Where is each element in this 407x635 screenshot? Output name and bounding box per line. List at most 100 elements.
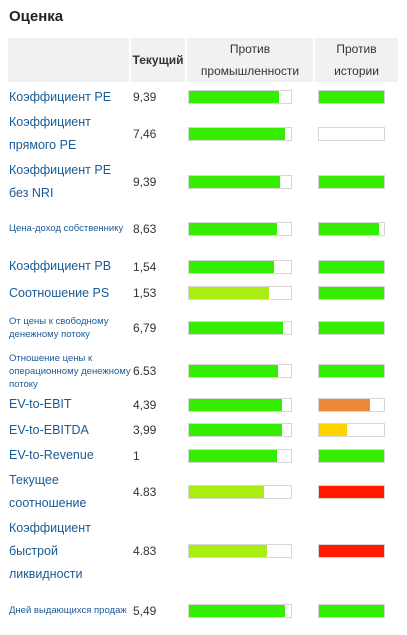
table-row: EV-to-EBITDA 3,99: [8, 417, 398, 443]
industry-bar: [189, 128, 285, 140]
metric-link[interactable]: Коэффициент быстрой ликвидности: [9, 520, 91, 581]
table-row: Коэффициент PE без NRI 9,39: [8, 158, 398, 205]
industry-bar: [189, 486, 265, 498]
current-value: 4.83: [133, 485, 157, 499]
metric-link[interactable]: Коэффициент PE без NRI: [9, 162, 112, 200]
history-bar-track: [318, 485, 385, 499]
industry-bar-track: [188, 222, 292, 236]
industry-bar: [189, 260, 274, 273]
history-bar: [319, 424, 347, 436]
table-row: Коэффициент прямого PE 7,46: [8, 110, 398, 158]
header-history: Против истории: [315, 38, 398, 82]
industry-bar-track: [188, 259, 292, 274]
history-bar-track: [318, 544, 385, 558]
industry-bar: [189, 175, 280, 188]
header-current: Текущий: [131, 38, 185, 82]
table-row: Соотношение PS 1,53: [8, 280, 398, 306]
history-bar: [319, 449, 384, 462]
metric-link[interactable]: Коэффициент PB: [9, 259, 112, 273]
history-bar-track: [318, 364, 385, 378]
table-row: Коэффициент PE 9,39: [8, 84, 398, 110]
current-value: 8,63: [133, 222, 157, 236]
metric-link[interactable]: EV-to-Revenue: [9, 448, 94, 462]
history-bar-track: [318, 423, 385, 437]
history-bar-track: [318, 222, 385, 236]
industry-bar-track: [188, 364, 292, 378]
current-value: 1: [133, 448, 140, 463]
table-row: Дней выдающихся продаж 5,49: [8, 586, 398, 635]
table-row: Отношение цены к операционному денежному…: [8, 350, 398, 392]
industry-bar: [189, 91, 279, 103]
metric-link[interactable]: Отношение цены к операционному денежному…: [9, 352, 131, 390]
history-bar: [319, 260, 384, 273]
history-bar: [319, 486, 384, 498]
history-bar: [319, 545, 384, 557]
history-bar: [319, 365, 384, 377]
history-bar: [319, 287, 384, 299]
history-bar-track: [318, 321, 385, 335]
table-row: Текущее соотношение 4.83: [8, 468, 398, 516]
current-value: 6.53: [133, 364, 157, 378]
industry-bar: [189, 424, 282, 436]
current-value: 1,54: [133, 259, 157, 274]
table-row: EV-to-EBIT 4,39: [8, 392, 398, 417]
table-row: Цена-доход собственнику 8,63: [8, 205, 398, 253]
industry-bar: [189, 398, 282, 411]
current-value: 6,79: [133, 321, 157, 335]
table-row: От цены к свободному денежному потоку 6,7…: [8, 306, 398, 350]
industry-bar-track: [188, 321, 292, 335]
metric-link[interactable]: EV-to-EBIT: [9, 397, 72, 411]
industry-bar-track: [188, 448, 292, 463]
current-value: 5,49: [133, 603, 157, 618]
history-bar: [319, 175, 384, 188]
history-bar: [319, 604, 384, 617]
current-value: 3,99: [133, 423, 157, 437]
industry-bar-track: [188, 544, 292, 558]
industry-bar-track: [188, 603, 292, 618]
metric-link[interactable]: От цены к свободному денежному потоку: [9, 316, 109, 340]
table-row: Коэффициент быстрой ликвидности 4.83: [8, 516, 398, 586]
industry-bar: [189, 287, 269, 299]
industry-bar: [189, 604, 285, 617]
industry-bar-track: [188, 397, 292, 412]
metric-link[interactable]: Цена-доход собственнику: [9, 223, 124, 234]
current-value: 4,39: [133, 397, 157, 412]
history-bar: [319, 322, 384, 334]
table-row: EV-to-Revenue 1: [8, 443, 398, 468]
industry-bar: [189, 322, 283, 334]
industry-bar: [189, 449, 277, 462]
industry-bar: [189, 365, 278, 377]
industry-bar: [189, 545, 267, 557]
industry-bar-track: [188, 174, 292, 189]
metric-link[interactable]: Коэффициент прямого PE: [9, 115, 91, 152]
history-bar-track: [318, 174, 385, 189]
header-industry: Против промышленности: [187, 38, 313, 82]
history-bar-track: [318, 448, 385, 463]
history-bar-track: [318, 259, 385, 274]
header-cell: [8, 38, 129, 82]
current-value: 9,39: [133, 174, 157, 189]
industry-bar-track: [188, 485, 292, 499]
history-bar-track: [318, 127, 385, 141]
current-value: 4.83: [133, 544, 157, 558]
history-bar-track: [318, 90, 385, 104]
metric-link[interactable]: Текущее соотношение: [9, 473, 87, 510]
history-bar: [319, 398, 370, 411]
metric-link[interactable]: EV-to-EBITDA: [9, 422, 89, 437]
metric-link[interactable]: Коэффициент PE: [9, 89, 112, 104]
table-row: Коэффициент PB 1,54: [8, 253, 398, 280]
industry-bar-track: [188, 286, 292, 300]
history-bar: [319, 91, 384, 103]
current-value: 1,53: [133, 286, 157, 300]
metric-link[interactable]: Дней выдающихся продаж: [9, 604, 127, 616]
metric-link[interactable]: Соотношение PS: [9, 285, 110, 300]
section-title: Оценка: [9, 8, 64, 25]
history-bar-track: [318, 397, 385, 412]
current-value: 7,46: [133, 127, 157, 141]
industry-bar: [189, 223, 277, 235]
industry-bar-track: [188, 423, 292, 437]
industry-bar-track: [188, 90, 292, 104]
history-bar-track: [318, 286, 385, 300]
industry-bar-track: [188, 127, 292, 141]
